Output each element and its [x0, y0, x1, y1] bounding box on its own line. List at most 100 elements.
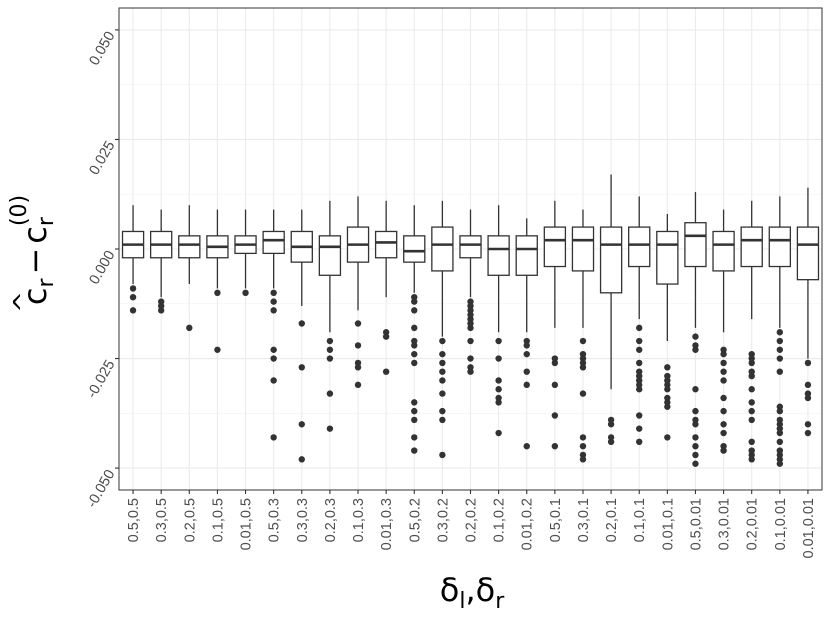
outlier-point [551, 381, 559, 389]
outlier-point [748, 368, 755, 375]
outlier-point [776, 421, 784, 428]
y-axis-title-minus: − [16, 248, 54, 275]
outlier-point [129, 285, 137, 292]
outlier-point [495, 429, 502, 437]
outlier-point [776, 416, 784, 424]
outlier-point [692, 434, 699, 441]
outlier-point [298, 456, 305, 463]
box-0.2,0.5 [178, 205, 201, 332]
outlier-point [692, 342, 699, 349]
outlier-point [664, 386, 671, 393]
outlier-point [439, 451, 446, 459]
outlier-point [776, 460, 784, 467]
outlier-point [664, 364, 671, 371]
outlier-point [804, 381, 812, 389]
box-0.01,0.2 [515, 218, 538, 450]
box-0.1,0.2 [487, 205, 510, 437]
box-0.01,0.5 [234, 209, 257, 297]
outlier-point [579, 434, 587, 441]
outlier-point [776, 429, 784, 437]
outlier-point [467, 355, 474, 362]
x-tick-label: 0.1,0.5 [210, 498, 226, 542]
outlier-point [720, 447, 727, 454]
outlier-point [664, 377, 671, 384]
box-series [121, 174, 820, 467]
x-tick-label: 0.01,0.2 [520, 498, 536, 550]
outlier-point [354, 381, 362, 389]
outlier-point [776, 407, 784, 415]
box-iqr [515, 235, 538, 276]
outlier-point [157, 302, 165, 310]
x-tick-label: 0.1,0.01 [773, 498, 789, 550]
outlier-point [467, 368, 474, 375]
box-0.3,0.1 [571, 209, 595, 463]
outlier-point [326, 355, 334, 362]
outlier-point [748, 416, 755, 424]
outlier-point [495, 377, 502, 384]
outlier-point [439, 368, 446, 375]
outlier-point [129, 294, 137, 301]
y-axis-title-text: cr−cr(0) [7, 195, 59, 305]
box-iqr [740, 226, 763, 268]
outlier-point [411, 350, 418, 358]
box-0.3,0.01 [712, 209, 735, 454]
outlier-point [720, 429, 727, 437]
outlier-point [636, 368, 643, 375]
x-axis-title-symbol-1: δ [440, 571, 460, 609]
outlier-point [439, 407, 446, 415]
x-axis-title: δl,δr [440, 571, 505, 614]
x-axis-title-subscript-1: l [459, 589, 465, 614]
outlier-point [579, 456, 587, 463]
box-iqr [656, 230, 679, 285]
box-0.2,0.3 [318, 200, 342, 432]
outlier-point [748, 407, 755, 415]
outlier-point [692, 442, 699, 450]
outlier-point [804, 429, 812, 437]
x-tick-label: 0.5,0.1 [548, 498, 564, 542]
outlier-point [748, 447, 755, 454]
outlier-point [551, 442, 559, 450]
outlier-point [748, 350, 755, 358]
box-0.1,0.3 [346, 196, 370, 389]
box-0.1,0.5 [206, 209, 229, 353]
outlier-point [776, 425, 784, 432]
outlier-point [270, 346, 277, 353]
outlier-point [748, 355, 755, 362]
box-iqr [431, 226, 454, 272]
outlier-point [354, 364, 362, 371]
outlier-point [354, 359, 362, 367]
outlier-point [748, 359, 755, 367]
x-tick-label: 0.2,0.2 [464, 498, 480, 542]
box-iqr [599, 226, 623, 294]
outlier-point [439, 390, 446, 397]
outlier-point [664, 381, 671, 389]
box-0.3,0.2 [431, 200, 454, 459]
box-iqr [403, 235, 426, 263]
outlier-point [776, 403, 784, 410]
box-0.5,0.2 [403, 205, 426, 454]
outlier-point [214, 346, 221, 353]
outlier-point [551, 359, 559, 367]
outlier-point [439, 416, 446, 424]
x-tick-label: 0.1,0.1 [632, 498, 648, 542]
outlier-point [607, 421, 615, 428]
outlier-point [270, 298, 277, 305]
y-axis-title: cr−cr(0) ^ [7, 195, 59, 313]
outlier-point [776, 368, 784, 375]
outlier-point [636, 359, 643, 367]
outlier-point [298, 364, 305, 371]
outlier-point [748, 438, 755, 445]
box-iqr [318, 235, 342, 276]
box-iqr [796, 226, 820, 281]
x-tick-label: 0.5,0.2 [407, 498, 423, 542]
outlier-point [607, 438, 615, 445]
outlier-point [467, 307, 474, 314]
outlier-point [551, 355, 559, 362]
outlier-point [326, 346, 334, 353]
outlier-point [579, 442, 587, 450]
outlier-point [664, 394, 671, 402]
box-0.01,0.1 [656, 213, 679, 441]
x-tick-label: 0.2,0.1 [604, 498, 620, 542]
outlier-point [495, 337, 502, 345]
